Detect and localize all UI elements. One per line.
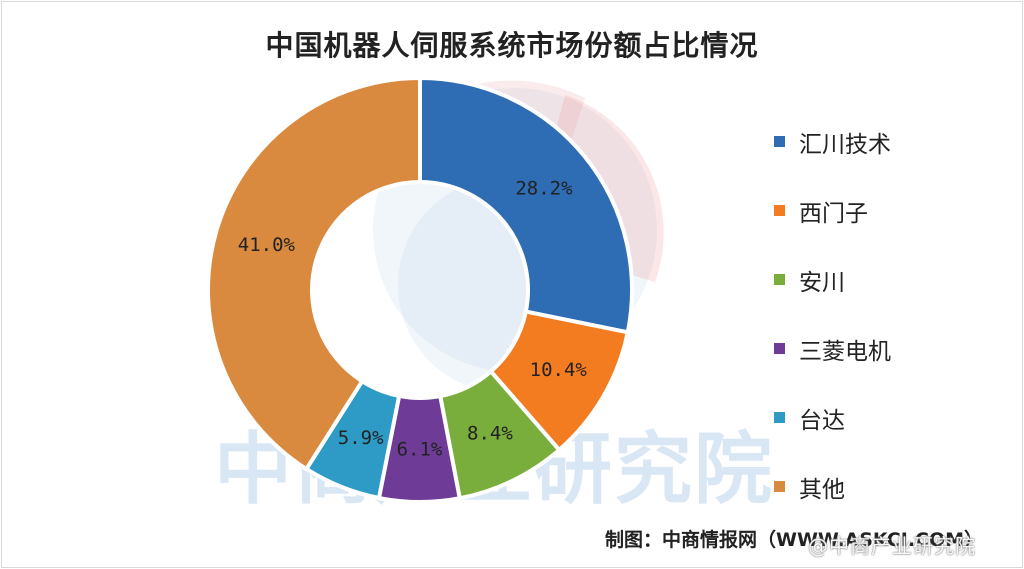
slice-label-2: 10.4% [530, 359, 588, 381]
legend-label-6: 其他 [799, 476, 845, 503]
slice-label-6: 41.0% [238, 234, 296, 256]
slice-label-4: 6.1% [397, 438, 443, 460]
legend-label-2: 西门子 [799, 200, 868, 227]
legend-swatch-2 [774, 205, 785, 216]
legend-label-4: 三菱电机 [799, 338, 891, 365]
donut-slice-6 [206, 75, 422, 472]
legend-swatch-1 [774, 136, 785, 147]
donut-slice-1 [418, 75, 634, 335]
legend-swatch-3 [774, 274, 785, 285]
legend-item-4: 三菱电机 [774, 314, 974, 383]
legend-label-5: 台达 [799, 407, 845, 434]
slice-label-1: 28.2% [515, 177, 573, 199]
source-note: 制图：中商情报网（WWW.ASKCI.COM） [605, 529, 984, 551]
legend-label-1: 汇川技术 [799, 131, 891, 158]
legend-swatch-5 [774, 412, 785, 423]
legend-swatch-6 [774, 481, 785, 492]
slice-label-5: 5.9% [338, 427, 384, 449]
legend-label-3: 安川 [799, 269, 845, 296]
chart-title: 中国机器人伺服系统市场份额占比情况 [265, 29, 759, 62]
legend-item-5: 台达 [774, 383, 974, 452]
corner-watermark: @中商产业研究院 [808, 534, 976, 558]
chart-legend: 汇川技术西门子安川三菱电机台达其他 [774, 107, 974, 521]
legend-item-2: 西门子 [774, 176, 974, 245]
legend-item-6: 其他 [774, 452, 974, 521]
legend-item-1: 汇川技术 [774, 107, 974, 176]
legend-swatch-4 [774, 343, 785, 354]
legend-item-3: 安川 [774, 245, 974, 314]
slice-label-3: 8.4% [467, 422, 513, 444]
